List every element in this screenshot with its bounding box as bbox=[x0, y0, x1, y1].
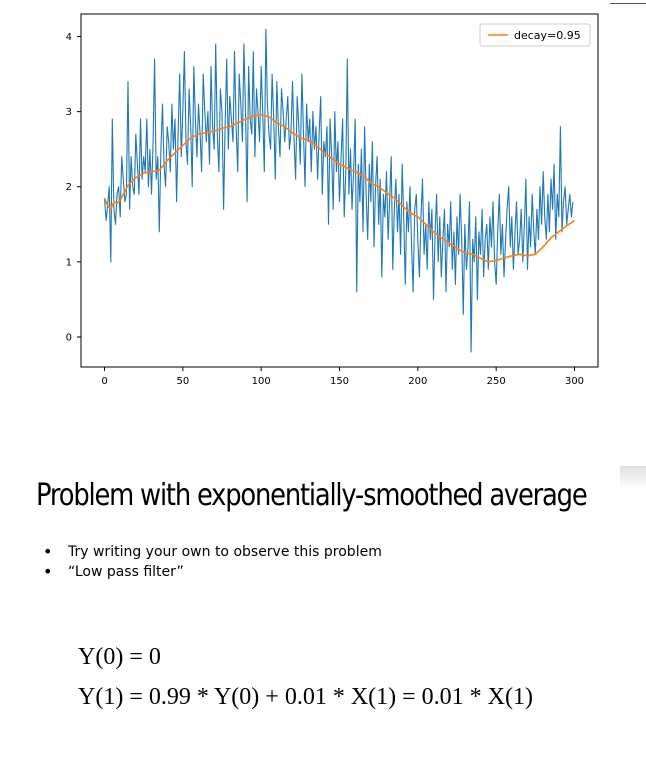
y-tick-label: 3 bbox=[66, 107, 72, 118]
x-tick-label: 50 bbox=[176, 376, 189, 387]
series-line-smoothed bbox=[103, 113, 575, 263]
legend-label-smoothed: decay=0.95 bbox=[514, 29, 581, 42]
slide-title: Problem with exponentially-smoothed aver… bbox=[36, 478, 588, 513]
line-chart: 0 50 100 150 200 250 300 0 1 2 3 4 decay=0.95 bbox=[66, 13, 599, 387]
x-tick-label: 100 bbox=[252, 376, 271, 387]
x-tick-label: 0 bbox=[101, 376, 107, 387]
chart-legend: decay=0.95 bbox=[479, 23, 591, 47]
side-shadow bbox=[620, 466, 646, 486]
x-tick-label: 150 bbox=[330, 376, 349, 387]
y-tick-label: 1 bbox=[66, 257, 72, 268]
x-tick-label: 200 bbox=[408, 376, 427, 387]
legend-box bbox=[479, 23, 591, 47]
bullet-item: “Low pass filter” bbox=[40, 562, 382, 582]
x-tick-label: 250 bbox=[487, 376, 506, 387]
series-line-raw bbox=[103, 28, 574, 353]
formula-line-1: Y(0) = 0 bbox=[78, 644, 161, 670]
bullet-list: Try writing your own to observe this pro… bbox=[40, 542, 382, 582]
series-layer bbox=[103, 28, 575, 353]
formula-line-2: Y(1) = 0.99 * Y(0) + 0.01 * X(1) = 0.01 … bbox=[78, 684, 533, 710]
tick-layer: 0 50 100 150 200 250 300 0 1 2 3 4 bbox=[66, 32, 584, 387]
y-tick-label: 0 bbox=[66, 332, 72, 343]
x-tick-label: 300 bbox=[565, 376, 584, 387]
top-divider bbox=[610, 3, 646, 4]
y-tick-label: 2 bbox=[66, 182, 72, 193]
y-tick-label: 4 bbox=[66, 32, 72, 43]
bullet-item: Try writing your own to observe this pro… bbox=[40, 542, 382, 562]
